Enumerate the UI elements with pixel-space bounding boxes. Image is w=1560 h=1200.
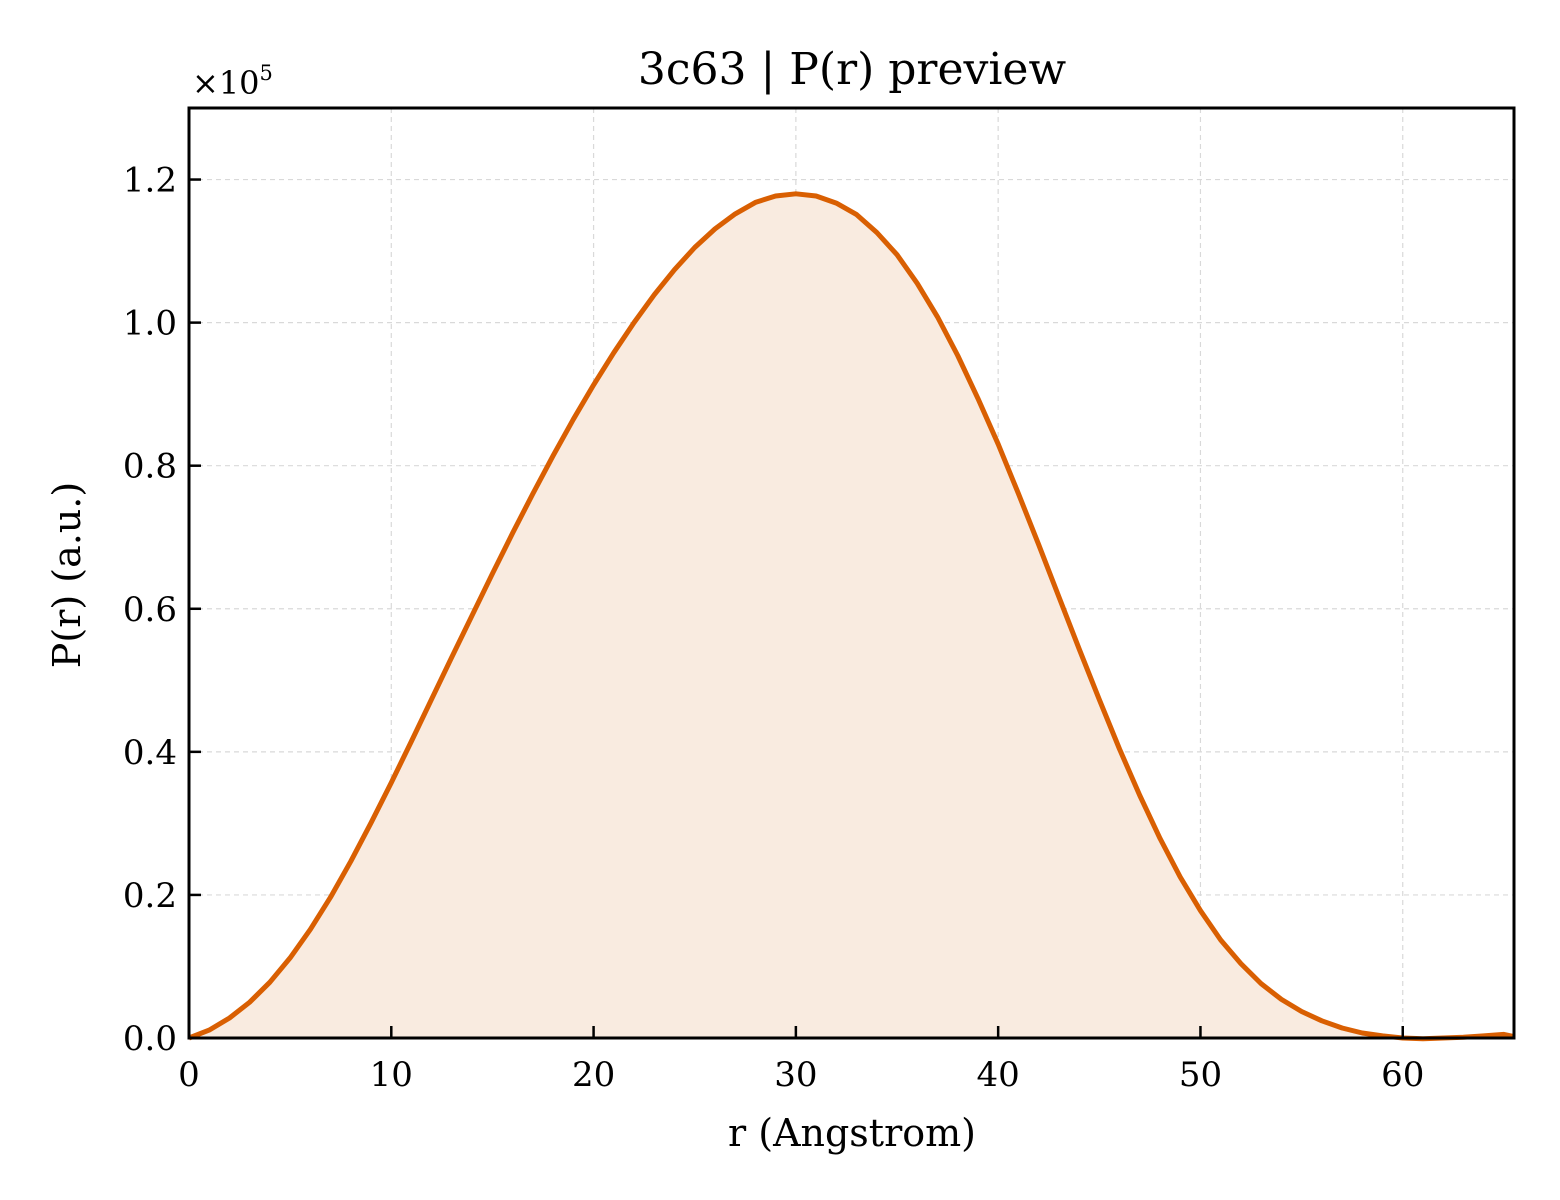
y-tick-label: 0.2 (123, 876, 177, 916)
y-tick-label: 0.0 (123, 1019, 177, 1059)
y-axis-multiplier: ×105 (192, 61, 273, 102)
chart-title: 3c63 | P(r) preview (638, 44, 1067, 95)
y-axis-multiplier-exponent: 5 (260, 61, 273, 85)
x-axis-ticks: 0 10 20 30 40 50 60 (178, 1026, 1424, 1095)
y-tick-label: 0.8 (123, 447, 177, 487)
plot-frame (187, 106, 1516, 1040)
y-tick-label: 1.0 (123, 304, 177, 344)
x-tick-label: 20 (572, 1055, 615, 1095)
x-tick-label: 40 (977, 1055, 1020, 1095)
x-tick-label: 60 (1381, 1055, 1424, 1095)
y-axis-ticks: 0.0 0.2 0.4 0.6 0.8 1.0 1.2 (123, 161, 201, 1059)
x-tick-label: 10 (370, 1055, 413, 1095)
x-tick-label: 30 (774, 1055, 817, 1095)
x-tick-label: 50 (1179, 1055, 1222, 1095)
series-line (188, 191, 1515, 1042)
x-tick-label: 0 (178, 1055, 200, 1095)
y-axis-label: P(r) (a.u.) (45, 482, 89, 668)
x-axis-label: r (Angstrom) (728, 1111, 976, 1155)
y-axis-multiplier-base: ×10 (192, 64, 260, 102)
y-tick-label: 0.6 (123, 590, 177, 630)
area-fill (189, 193, 1514, 1039)
y-tick-label: 1.2 (123, 161, 177, 201)
y-tick-label: 0.4 (123, 733, 177, 773)
